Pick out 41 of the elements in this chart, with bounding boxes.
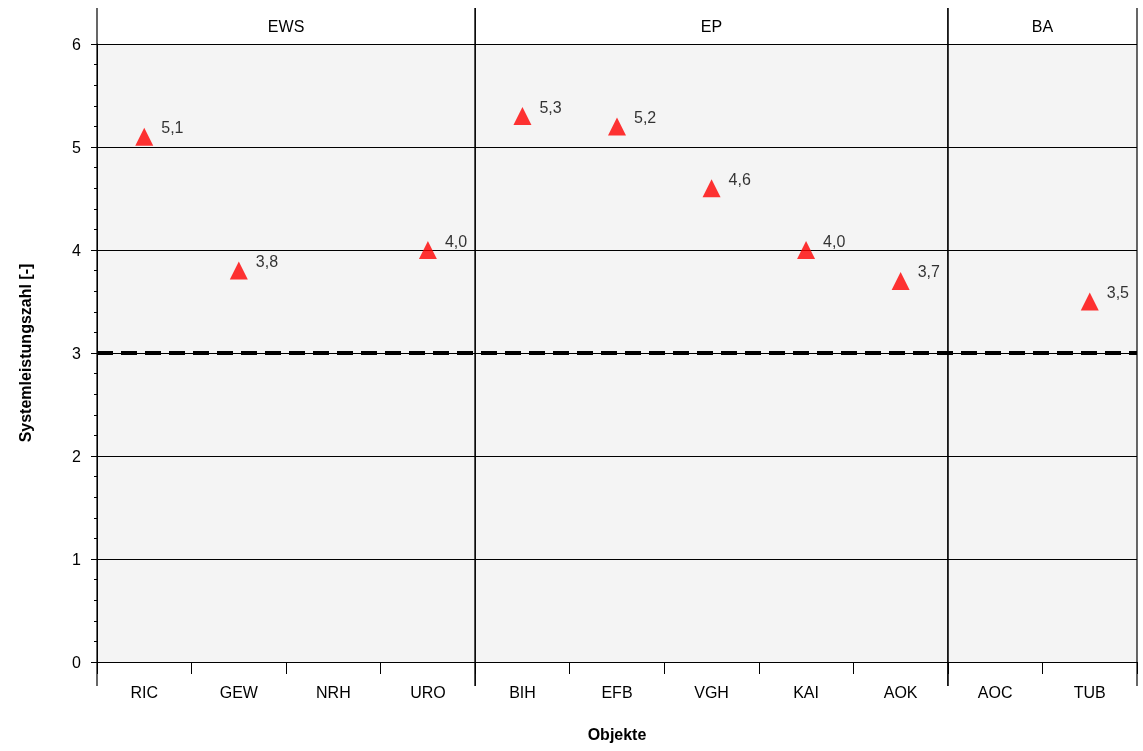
data-label: 3,5: [1106, 284, 1130, 301]
point: [135, 127, 154, 146]
point: [229, 261, 248, 280]
point: [702, 179, 721, 198]
data-label: 4,6: [728, 170, 751, 188]
point: [513, 107, 532, 126]
point: [797, 241, 816, 259]
point: [418, 241, 437, 259]
data-label: 4,0: [823, 232, 846, 250]
x-tick-label: NRH: [316, 683, 351, 701]
x-tick-label: GEW: [219, 683, 259, 701]
y-tick-label: 6: [72, 35, 82, 53]
band-label: EP: [700, 17, 723, 35]
y-tick-label: 1: [72, 550, 82, 568]
y-tick-label: 3: [72, 344, 82, 362]
point: [891, 271, 910, 290]
y-axis-title: Systemleistungszahl [-]: [16, 263, 34, 443]
x-tick-label: URO: [410, 683, 446, 701]
point: [1080, 292, 1099, 311]
x-tick-label: TUB: [1073, 683, 1106, 701]
data-label: 4,0: [444, 232, 468, 250]
x-tick-label: RIC: [130, 683, 159, 701]
data-label: 3,7: [917, 263, 940, 281]
data-label: 3,8: [255, 253, 279, 271]
x-tick-label: KAI: [793, 683, 819, 701]
point: [608, 117, 626, 136]
x-tick-label: BIH: [509, 683, 536, 701]
y-tick-label: 2: [72, 447, 82, 465]
band-label: BA: [1031, 17, 1054, 35]
data-label: 5,3: [539, 98, 562, 116]
y-tick-label: 5: [72, 138, 82, 156]
x-tick-label: AOK: [883, 683, 918, 701]
x-tick-label: VGH: [694, 683, 729, 701]
x-tick-label: AOC: [977, 683, 1013, 701]
data-label: 5,1: [161, 119, 184, 137]
band-label: EWS: [267, 17, 305, 35]
y-tick-label: 0: [72, 653, 82, 671]
x-tick-label: EFB: [601, 683, 633, 701]
x-axis-title: Objekte: [587, 725, 647, 743]
y-tick-label: 4: [72, 241, 82, 259]
data-label: 5,2: [634, 108, 657, 126]
